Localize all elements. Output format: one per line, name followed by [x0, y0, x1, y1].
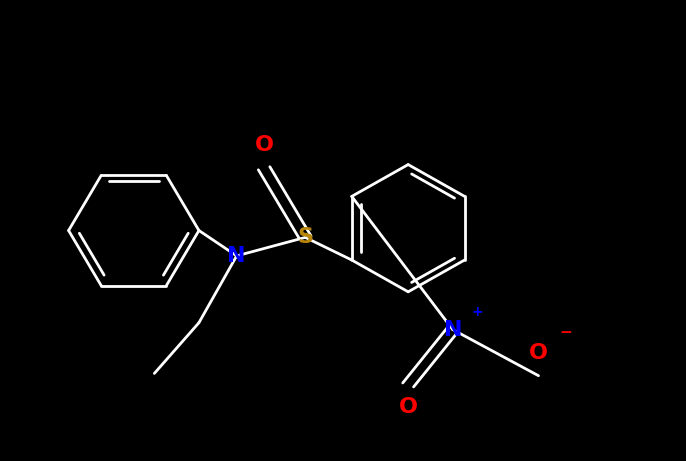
Text: O: O	[255, 135, 274, 155]
Text: S: S	[297, 227, 314, 248]
Text: −: −	[559, 325, 572, 340]
Text: O: O	[529, 343, 548, 363]
Text: O: O	[399, 397, 418, 417]
Text: +: +	[472, 305, 484, 319]
Text: N: N	[228, 246, 246, 266]
Text: N: N	[444, 319, 462, 340]
